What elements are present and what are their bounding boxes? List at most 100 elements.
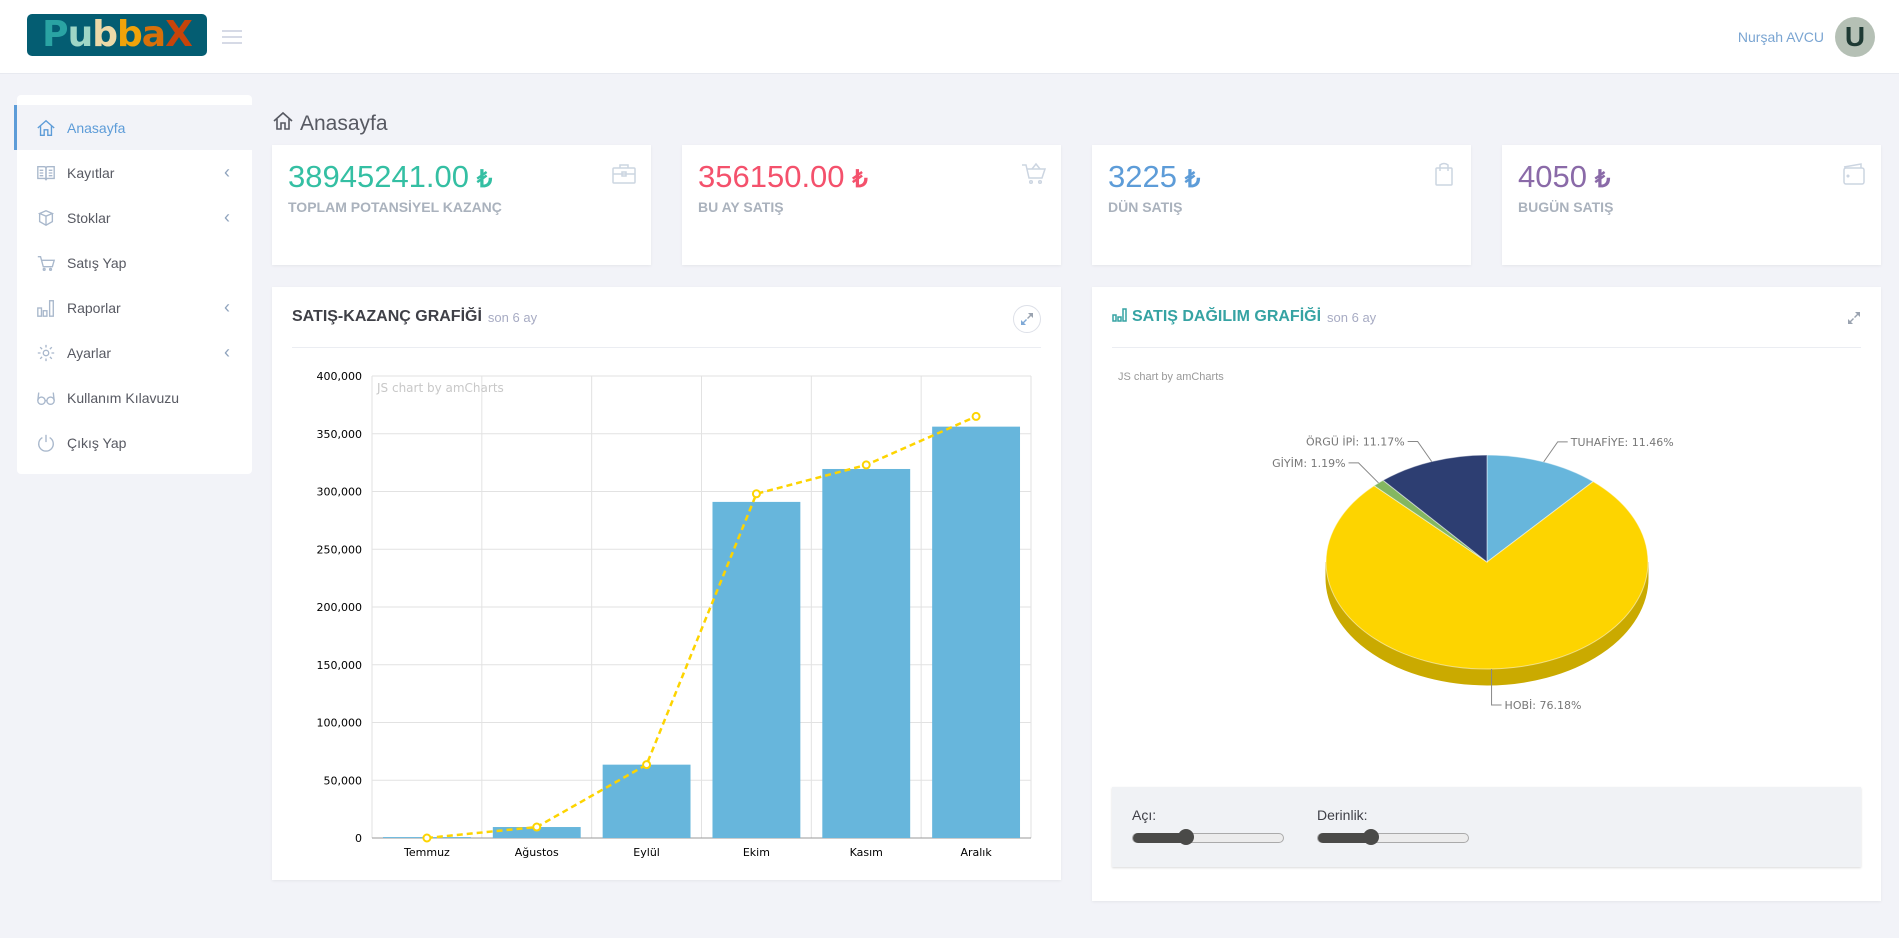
pie-slice-hobi̇[interactable]	[1325, 480, 1649, 670]
expand-button[interactable]	[1013, 305, 1041, 333]
stat-card: 38945241.00 ₺ TOPLAM POTANSİYEL KAZANÇ	[272, 145, 651, 265]
y-tick-label: 350,000	[317, 428, 363, 441]
stat-label: BU AY SATIŞ	[698, 199, 784, 215]
sidebar-item-ayarlar[interactable]: Ayarlar ‹	[17, 330, 252, 375]
x-tick-label: Kasım	[850, 846, 883, 859]
sidebar-item-anasayfa[interactable]: Anasayfa	[14, 105, 252, 150]
x-tick-label: Temmuz	[403, 846, 450, 859]
sidebar-item-satış-yap[interactable]: Satış Yap	[17, 240, 252, 285]
box-icon	[35, 207, 57, 229]
pie-controls: Açı: Derinlik:	[1112, 787, 1861, 867]
logo-letter: X	[165, 14, 193, 55]
bar-kasım[interactable]	[822, 468, 911, 838]
home-icon	[35, 117, 57, 139]
pie-label: ÖRGÜ İPİ: 11.17%	[1306, 436, 1405, 449]
pie-label: HOBİ: 76.18%	[1505, 699, 1582, 712]
bar-eylül[interactable]	[602, 764, 691, 838]
line-point-aralık[interactable]	[971, 411, 981, 421]
chevron-left-icon[interactable]: ‹	[224, 342, 230, 362]
pie-label: GİYİM: 1.19%	[1272, 457, 1345, 470]
sidebar-item-label: Satış Yap	[67, 254, 127, 271]
stat-value: 356150.00	[698, 159, 845, 194]
logo-letter: b	[116, 14, 143, 55]
user-name[interactable]: Nurşah AVCU	[1737, 29, 1824, 45]
bar-ekim[interactable]	[712, 501, 801, 838]
line-point-eylül[interactable]	[642, 760, 652, 770]
pie-label-line	[1407, 441, 1433, 462]
sidebar-item-kayıtlar[interactable]: Kayıtlar ‹	[17, 150, 252, 195]
sidebar-item-stoklar[interactable]: Stoklar ‹	[17, 195, 252, 240]
x-tick-label: Ağustos	[515, 846, 559, 859]
pie-chart-panel: SATIŞ DAĞILIM GRAFİĞİ son 6 ay JS chart …	[1092, 287, 1881, 901]
pie-label: TUHAFİYE: 11.46%	[1570, 436, 1674, 449]
page-title: Anasayfa	[272, 110, 388, 138]
sidebar-item-label: Çıkış Yap	[67, 434, 127, 451]
depth-slider[interactable]	[1317, 829, 1469, 845]
lira-icon: ₺	[1594, 166, 1611, 193]
sales-chart-title: SATIŞ-KAZANÇ GRAFİĞİ	[292, 308, 482, 325]
book-icon	[35, 162, 57, 184]
lira-icon: ₺	[477, 166, 493, 193]
sidebar: Anasayfa Kayıtlar ‹ Stoklar ‹ Satış Yap Raporl…	[14, 95, 252, 474]
pie-slice-tuhafi̇ye[interactable]	[1486, 454, 1595, 564]
pie-label-line	[1491, 668, 1502, 706]
line-point-temmuz[interactable]	[422, 833, 432, 843]
logo-letter: a	[141, 14, 166, 55]
lira-icon: ₺	[1184, 166, 1201, 193]
line-series-kazanc	[426, 415, 977, 840]
sidebar-item-çıkış-yap[interactable]: Çıkış Yap	[17, 420, 252, 465]
stat-label: TOPLAM POTANSİYEL KAZANÇ	[288, 199, 502, 215]
stat-card: 3225 ₺ DÜN SATIŞ	[1092, 145, 1471, 265]
line-point-ağustos[interactable]	[532, 822, 542, 832]
stat-value: 4050	[1518, 159, 1587, 194]
sidebar-item-label: Kullanım Kılavuzu	[67, 389, 180, 406]
depth-label: Derinlik:	[1317, 807, 1368, 823]
page-title-text: Anasayfa	[300, 112, 388, 135]
line-point-kasım[interactable]	[861, 460, 871, 470]
chevron-left-icon[interactable]: ‹	[224, 207, 230, 227]
expand-icon	[1848, 312, 1860, 324]
stat-card: 356150.00 ₺ BU AY SATIŞ	[682, 145, 1061, 265]
shopping-bag-icon	[1431, 161, 1457, 192]
sidebar-item-raporlar[interactable]: Raporlar ‹	[17, 285, 252, 330]
power-icon	[35, 432, 57, 454]
sidebar-item-label: Ayarlar	[67, 344, 112, 361]
pie-label-line	[1543, 441, 1568, 463]
logo-letter: b	[92, 14, 118, 55]
avatar[interactable]: U	[1835, 17, 1875, 57]
slider-handle[interactable]	[1362, 829, 1379, 845]
angle-slider[interactable]	[1132, 829, 1284, 845]
home-icon	[272, 110, 294, 138]
angle-label: Açı:	[1132, 807, 1157, 823]
chart-watermark[interactable]: JS chart by amCharts	[1118, 371, 1224, 383]
chevron-left-icon[interactable]: ‹	[224, 297, 230, 317]
expand-button[interactable]	[1847, 311, 1861, 330]
gear-icon	[35, 342, 57, 364]
y-tick-label: 100,000	[317, 717, 363, 730]
chart-watermark[interactable]: JS chart by amCharts	[376, 381, 504, 395]
pie-label-line	[1348, 462, 1379, 484]
x-tick-label: Aralık	[960, 846, 992, 859]
cart-icon	[35, 252, 57, 274]
sidebar-item-label: Anasayfa	[67, 119, 126, 136]
pie-chart-title: SATIŞ DAĞILIM GRAFİĞİ	[1132, 308, 1322, 325]
sidebar-item-kullanım-kılavuzu[interactable]: Kullanım Kılavuzu	[17, 375, 252, 420]
bar-ağustos[interactable]	[492, 827, 581, 838]
menu-toggle-icon[interactable]	[222, 30, 242, 44]
line-point-ekim[interactable]	[751, 489, 761, 499]
stat-value: 3225	[1108, 159, 1177, 194]
bar-aralık[interactable]	[932, 426, 1021, 838]
sales-chart-panel: SATIŞ-KAZANÇ GRAFİĞİ son 6 ay 0 50,000 100…	[272, 287, 1061, 880]
glasses-icon	[35, 387, 57, 409]
y-tick-label: 50,000	[324, 774, 363, 787]
chevron-left-icon[interactable]: ‹	[224, 162, 230, 182]
y-tick-label: 400,000	[317, 370, 363, 383]
y-tick-label: 0	[355, 832, 362, 845]
sales-pie-chart: TUHAFİYE: 11.46% HOBİ: 76.18% GİYİM: 1.19%…	[1272, 436, 1674, 712]
slider-handle[interactable]	[1177, 829, 1194, 845]
expand-icon	[1021, 313, 1033, 325]
pie-slice-örgü-i̇pi̇[interactable]	[1382, 454, 1488, 564]
y-tick-label: 300,000	[317, 486, 363, 499]
